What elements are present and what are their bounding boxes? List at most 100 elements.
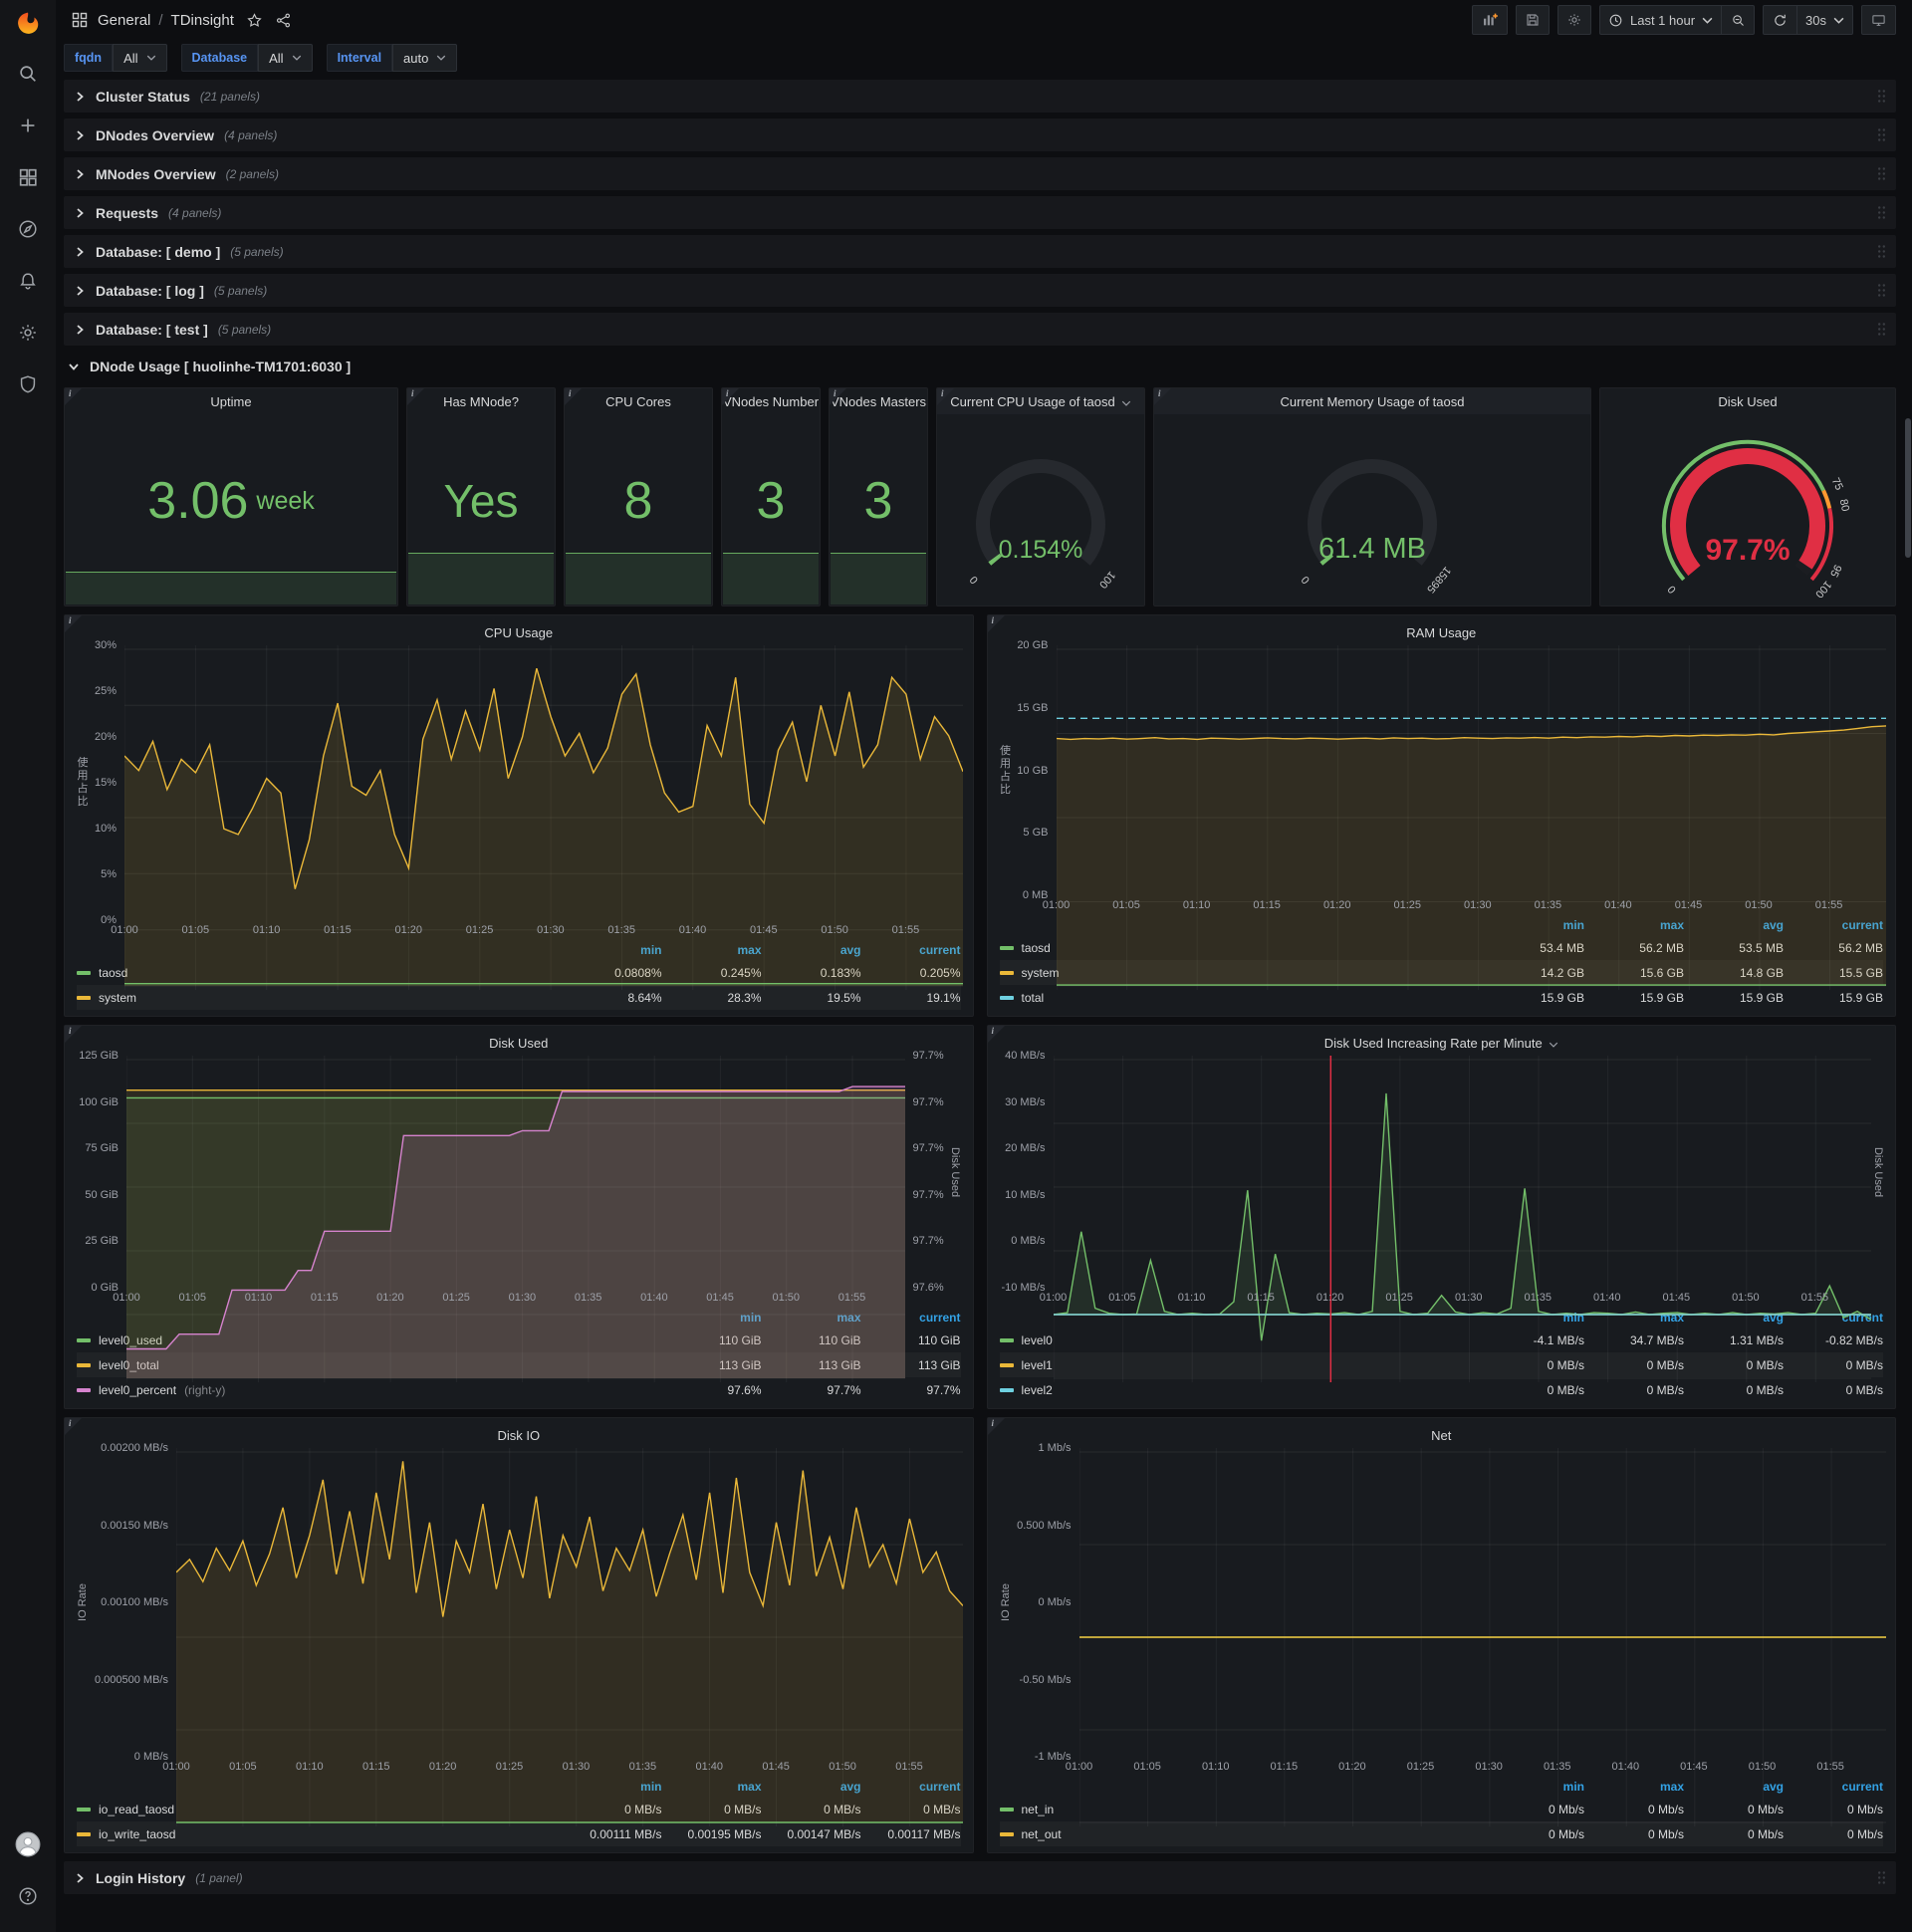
panel-info-icon[interactable]: i — [65, 1026, 82, 1043]
dashboard-row-login-history[interactable]: Login History (1 panel) — [64, 1861, 1896, 1894]
legend-sort-min[interactable]: min — [640, 943, 662, 957]
dashboard-settings-button[interactable] — [1556, 5, 1591, 35]
help-icon[interactable] — [0, 1870, 56, 1922]
alerting-bell-icon[interactable] — [0, 255, 56, 307]
legend-series-name[interactable]: level1 — [999, 1358, 1486, 1372]
refresh-button[interactable] — [1763, 5, 1797, 35]
variable-value-dropdown[interactable]: auto — [392, 44, 458, 72]
legend-sort-max[interactable]: max — [836, 1311, 861, 1325]
legend-series-name[interactable]: system — [999, 966, 1486, 980]
panel-title[interactable]: Net — [1431, 1427, 1452, 1443]
legend-sort-max[interactable]: max — [1659, 918, 1684, 932]
panel-info-icon[interactable]: i — [830, 388, 846, 405]
refresh-interval-picker[interactable]: 30s — [1796, 5, 1853, 35]
breadcrumb-section[interactable]: General — [98, 11, 151, 29]
row-drag-handle[interactable] — [1877, 1870, 1886, 1885]
legend-series-name[interactable]: taosd — [999, 941, 1486, 955]
chart-canvas-net[interactable] — [1078, 1448, 1886, 1826]
panel-title[interactable]: Disk Used Increasing Rate per Minute — [998, 1030, 1886, 1056]
scrollbar-thumb[interactable] — [1905, 418, 1911, 558]
grafana-logo[interactable] — [0, 0, 56, 48]
row-drag-handle[interactable] — [1877, 322, 1886, 337]
legend-sort-min[interactable]: min — [1562, 918, 1584, 932]
panel-title[interactable]: CPU Cores — [605, 393, 671, 409]
add-panel-button[interactable] — [1471, 5, 1508, 35]
dashboard-row-database-demo[interactable]: Database: [ demo ] (5 panels) — [64, 235, 1896, 268]
configuration-gear-icon[interactable] — [0, 307, 56, 359]
chart-canvas-wrap[interactable] — [1078, 1448, 1886, 1826]
variable-value-dropdown[interactable]: All — [258, 44, 313, 72]
panel-info-icon[interactable]: i — [987, 615, 1005, 632]
dashboard-row-database-log[interactable]: Database: [ log ] (5 panels) — [64, 274, 1896, 307]
legend-sort-avg[interactable]: avg — [1763, 918, 1784, 932]
legend-sort-current[interactable]: current — [919, 1780, 961, 1794]
chart-canvas-wrap[interactable] — [1056, 645, 1886, 990]
breadcrumb-title[interactable]: TDinsight — [170, 11, 234, 29]
legend-sort-min[interactable]: min — [1562, 1780, 1584, 1794]
panel-title[interactable]: Has MNode? — [443, 393, 519, 409]
legend-series-name[interactable]: level0 — [999, 1333, 1486, 1347]
legend-sort-current[interactable]: current — [919, 1311, 961, 1325]
legend-sort-avg[interactable]: avg — [839, 943, 861, 957]
chart-canvas-wrap[interactable] — [176, 1448, 963, 1826]
star-icon[interactable] — [246, 12, 263, 29]
cycle-view-mode-button[interactable] — [1861, 5, 1896, 35]
panel-title[interactable]: CPU Usage — [484, 624, 554, 640]
dashboard-row-dnodes-overview[interactable]: DNodes Overview (4 panels) — [64, 119, 1896, 151]
panel-title[interactable]: VNodes Number — [722, 393, 820, 409]
legend-series-name[interactable]: level0_percent (right-y) — [77, 1383, 662, 1397]
legend-series-name[interactable]: level0_total — [77, 1358, 662, 1372]
legend-series-name[interactable]: io_write_taosd — [77, 1827, 563, 1841]
legend-sort-current[interactable]: current — [1841, 1780, 1883, 1794]
legend-series-name[interactable]: net_in — [999, 1803, 1486, 1816]
row-drag-handle[interactable] — [1877, 283, 1886, 298]
panel-info-icon[interactable]: i — [987, 1026, 1005, 1043]
save-dashboard-button[interactable] — [1515, 5, 1550, 35]
panel-title[interactable]: RAM Usage — [1406, 624, 1477, 640]
chart-canvas-wrap[interactable] — [124, 645, 963, 990]
panel-info-icon[interactable]: i — [987, 1418, 1005, 1435]
panel-info-icon[interactable]: i — [722, 388, 739, 405]
chart-canvas-disk-used[interactable] — [126, 1056, 905, 1382]
chart-canvas-cpu-usage[interactable] — [124, 645, 963, 990]
user-avatar[interactable] — [0, 1818, 56, 1870]
panel-title[interactable]: Disk Used — [489, 1035, 549, 1051]
dashboards-icon[interactable] — [0, 151, 56, 203]
panel-info-icon[interactable]: i — [65, 1418, 82, 1435]
chart-canvas-wrap[interactable] — [126, 1056, 905, 1382]
dashboard-row-dnode-usage[interactable]: DNode Usage [ huolinhe-TM1701:6030 ] — [64, 352, 1896, 381]
legend-sort-max[interactable]: max — [737, 1780, 762, 1794]
panel-title[interactable]: Disk Used — [1718, 393, 1778, 409]
row-drag-handle[interactable] — [1877, 166, 1886, 181]
dashboard-row-mnodes-overview[interactable]: MNodes Overview (2 panels) — [64, 157, 1896, 190]
share-icon[interactable] — [275, 12, 292, 29]
dashboard-row-cluster-status[interactable]: Cluster Status (21 panels) — [64, 80, 1896, 113]
zoom-out-button[interactable] — [1721, 5, 1756, 35]
explore-compass-icon[interactable] — [0, 203, 56, 255]
legend-series-name[interactable]: level2 — [999, 1383, 1486, 1397]
legend-series-name[interactable]: io_read_taosd — [77, 1803, 563, 1816]
legend-series-name[interactable]: taosd — [77, 966, 563, 980]
panel-info-icon[interactable]: i — [1154, 388, 1171, 405]
time-range-picker[interactable]: Last 1 hour — [1598, 5, 1722, 35]
panel-title[interactable]: Uptime — [210, 393, 252, 409]
legend-series-name[interactable]: system — [77, 991, 563, 1005]
create-plus-icon[interactable] — [0, 100, 56, 151]
chart-canvas-disk-io[interactable] — [176, 1448, 963, 1826]
row-drag-handle[interactable] — [1877, 89, 1886, 104]
legend-series-name[interactable]: total — [999, 991, 1486, 1005]
server-admin-shield-icon[interactable] — [0, 359, 56, 410]
legend-sort-min[interactable]: min — [740, 1311, 762, 1325]
panel-title[interactable]: VNodes Masters — [830, 393, 927, 409]
chart-canvas-disk-rate[interactable] — [1053, 1056, 1871, 1382]
legend-series-name[interactable]: net_out — [999, 1827, 1486, 1841]
chart-canvas-ram-usage[interactable] — [1056, 645, 1886, 990]
panel-title[interactable]: Current CPU Usage of taosd — [937, 388, 1144, 414]
row-drag-handle[interactable] — [1877, 244, 1886, 259]
legend-sort-current[interactable]: current — [1841, 918, 1883, 932]
variable-value-dropdown[interactable]: All — [113, 44, 167, 72]
legend-sort-max[interactable]: max — [737, 943, 762, 957]
panel-title[interactable]: Current Memory Usage of taosd — [1154, 388, 1590, 414]
panel-info-icon[interactable]: i — [65, 388, 82, 405]
dashboard-row-database-test[interactable]: Database: [ test ] (5 panels) — [64, 313, 1896, 346]
